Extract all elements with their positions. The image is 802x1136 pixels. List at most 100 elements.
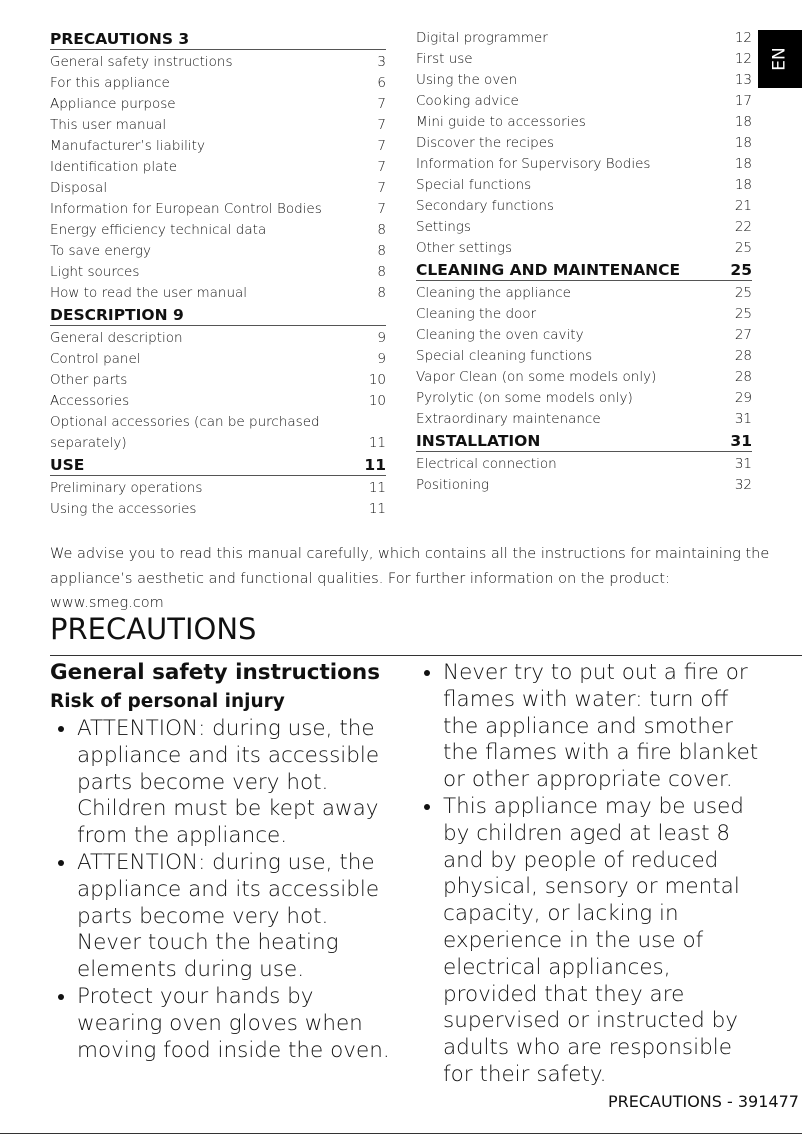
entry-label: Appliance purpose: [50, 96, 176, 112]
entry-page: 25: [734, 285, 752, 301]
toc-entry: Identification plate 7: [50, 157, 386, 178]
entry-page: 29: [734, 390, 752, 406]
entry-label: Vapor Clean (on some models only): [416, 369, 657, 385]
entry-page: 28: [734, 369, 752, 385]
entry-label: Other parts: [50, 372, 128, 388]
heading-page: 31: [730, 432, 752, 450]
entry-page: 31: [734, 411, 752, 427]
toc-entry: Control panel 9: [50, 349, 386, 370]
bullet-item: Never try to put out a fire or flames wi…: [443, 660, 761, 794]
entry-label: First use: [416, 51, 473, 67]
entry-label: Cleaning the appliance: [416, 285, 571, 301]
divider: [0, 1133, 802, 1134]
toc-entry: Special cleaning functions 28: [416, 346, 752, 367]
toc-entry: Extraordinary maintenance 31: [416, 409, 752, 430]
entry-label: Cleaning the oven cavity: [416, 327, 584, 343]
toc-entry: Mini guide to accessories 18: [416, 112, 752, 133]
bullet-list: Never try to put out a fire or flames wi…: [416, 660, 761, 1089]
toc-entry: Cleaning the oven cavity 27: [416, 325, 752, 346]
language-tab: EN: [758, 30, 802, 88]
entry-label: Digital programmer: [416, 30, 548, 46]
toc-column: Digital programmer 12 First use 12 Using the…: [416, 28, 752, 496]
toc-entry: Settings 22: [416, 217, 752, 238]
entry-label: Identification plate: [50, 159, 177, 175]
entry-label: Pyrolytic (on some models only): [416, 390, 633, 406]
entry-page: 12: [734, 30, 752, 46]
bullet-item: Protect your hands by wearing oven glove…: [77, 984, 395, 1064]
entry-label: Cleaning the door: [416, 306, 537, 322]
entry-page: 22: [734, 219, 752, 235]
entry-page: 8: [377, 222, 386, 238]
entry-page: 17: [734, 93, 752, 109]
toc-entry: This user manual 7: [50, 115, 386, 136]
toc-heading: CLEANING AND MAINTENANCE 25: [416, 259, 752, 281]
entry-label: How to read the user manual: [50, 285, 248, 301]
entry-page: 18: [734, 114, 752, 130]
toc-entry: Information for Supervisory Bodies 18: [416, 154, 752, 175]
entry-label: To save energy: [50, 243, 151, 259]
entry-label: Using the accessories: [50, 501, 197, 517]
toc-entry: For this appliance 6: [50, 73, 386, 94]
intro-text: We advise you to read this manual carefu…: [50, 546, 770, 611]
toc-entry: General safety instructions 3: [50, 52, 386, 73]
toc-entry: Light sources 8: [50, 262, 386, 283]
entry-label: Cooking advice: [416, 93, 519, 109]
entry-page: 3: [377, 54, 386, 70]
entry-label: Manufacturer’s liability: [50, 138, 205, 154]
tab-label: EN: [770, 47, 790, 71]
entry-page: 10: [368, 372, 386, 388]
bullet-item: ATTENTION: during use, the appliance and…: [77, 716, 395, 850]
heading-label: PRECAUTIONS 3: [50, 30, 190, 48]
toc-entry: Positioning 32: [416, 475, 752, 496]
entry-label: Mini guide to accessories: [416, 114, 586, 130]
heading-label: DESCRIPTION 9: [50, 306, 184, 324]
toc-entry: Manufacturer’s liability 7: [50, 136, 386, 157]
entry-label: Secondary functions: [416, 198, 554, 214]
toc-entry: How to read the user manual 8: [50, 283, 386, 304]
entry-label: Energy efficiency technical data: [50, 222, 267, 238]
entry-page: 7: [377, 180, 386, 196]
toc-entry: To save energy 8: [50, 241, 386, 262]
entry-page: 8: [377, 285, 386, 301]
entry-page: 10: [368, 393, 386, 409]
heading-page: 25: [730, 261, 752, 279]
bullet-item: ATTENTION: during use, the appliance and…: [77, 850, 395, 984]
entry-label: Special cleaning functions: [416, 348, 593, 364]
entry-label: For this appliance: [50, 75, 170, 91]
entry-label: Control panel: [50, 351, 141, 367]
heading-label: INSTALLATION: [416, 432, 541, 450]
entry-label: Electrical connection: [416, 456, 557, 472]
entry-page: 8: [377, 264, 386, 280]
toc-entry: Information for European Control Bodies 7: [50, 199, 386, 220]
toc-entry: Special functions 18: [416, 175, 752, 196]
entry-page: 7: [377, 138, 386, 154]
entry-label: Optional accessories (can be purchased s…: [50, 414, 320, 451]
entry-page: 27: [734, 327, 752, 343]
toc-entry: Cleaning the door 25: [416, 304, 752, 325]
subheading: Risk of personal injury: [50, 691, 285, 712]
toc-entry: Optional accessories (can be purchased s…: [50, 412, 386, 454]
toc-entry: Energy efficiency technical data 8: [50, 220, 386, 241]
entry-page: 7: [377, 201, 386, 217]
entry-page: 6: [377, 75, 386, 91]
entry-label: General safety instructions: [50, 54, 233, 70]
toc-entry: Appliance purpose 7: [50, 94, 386, 115]
toc-entry: Other parts 10: [50, 370, 386, 391]
footer: PRECAUTIONS - 391477: [608, 1092, 799, 1111]
entry-page: 7: [377, 159, 386, 175]
toc-entry: Digital programmer 12: [416, 28, 752, 49]
entry-page: 31: [734, 456, 752, 472]
heading-label: USE: [50, 456, 85, 474]
toc-entry: General description 9: [50, 328, 386, 349]
heading-label: CLEANING AND MAINTENANCE: [416, 261, 681, 279]
toc-entry: Other settings 25: [416, 238, 752, 259]
entry-page: 7: [377, 96, 386, 112]
toc-entry: Secondary functions 21: [416, 196, 752, 217]
heading-page: 11: [364, 456, 386, 474]
entry-page: 12: [734, 51, 752, 67]
toc-entry: Cleaning the appliance 25: [416, 283, 752, 304]
entry-label: Using the oven: [416, 72, 518, 88]
toc-entry: Electrical connection 31: [416, 454, 752, 475]
entry-page: 25: [734, 240, 752, 256]
